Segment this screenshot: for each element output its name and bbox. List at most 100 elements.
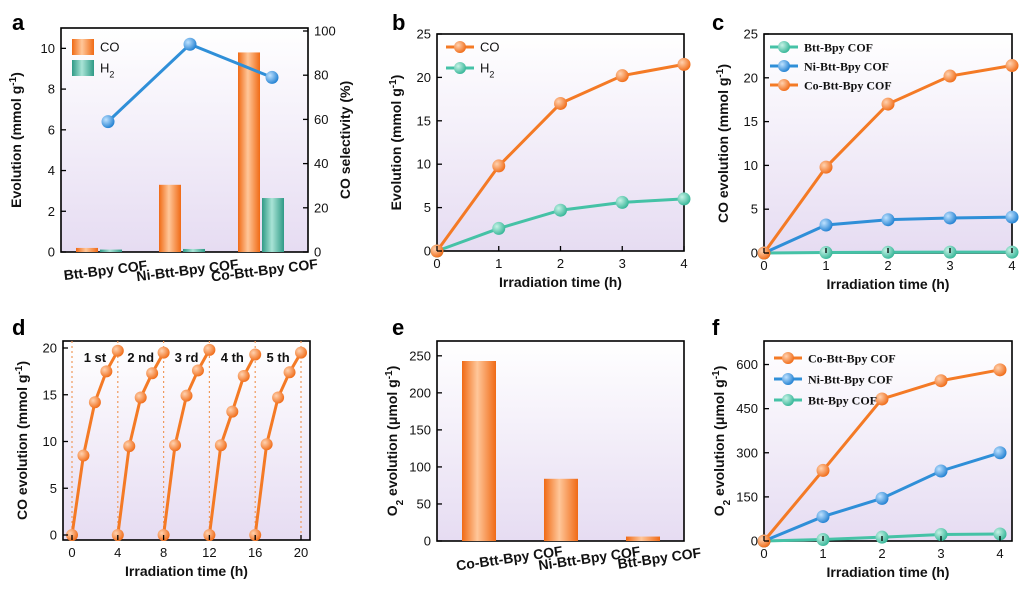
legend-co: CO [480, 40, 500, 55]
panel-a-y2-ytick-label: 20 [314, 200, 328, 215]
cycle-point [100, 365, 113, 378]
panel-c-xtick-label: 1 [822, 258, 829, 273]
cycle-point [88, 396, 101, 409]
panel-c-ylabel-main: CO evolution (mmol g [715, 78, 731, 223]
panel-f-ytick-label: 450 [736, 401, 758, 416]
panel-e-ylabel-sup: -1 [384, 370, 395, 379]
cycle-point [180, 389, 193, 402]
panel-d-background [63, 341, 310, 540]
bar-o2 [626, 536, 660, 541]
panel-d-xlabel: Irradiation time (h) [125, 563, 248, 579]
panel-label: d [12, 315, 25, 340]
cycle-point [203, 343, 216, 356]
panel-b-ylabel-tail: ) [388, 75, 404, 80]
panel-b-ylabel-main: Evolution (mmol g [388, 88, 404, 210]
legend-co-text: CO [100, 40, 120, 55]
legend-h2-text: H [100, 61, 109, 76]
panel-d-ytick-label: 10 [43, 434, 57, 449]
series-point [881, 213, 895, 227]
series-point [993, 446, 1007, 460]
panel-a-ylabel-sup: -1 [8, 76, 19, 85]
panel-b-ylabel: Evolution (mmol g-1) [388, 75, 405, 211]
legend-entry-text: Ni-Btt-Bpy COF [808, 373, 893, 387]
legend-h2: H2 [480, 61, 494, 80]
cycle-label: 2 nd [127, 350, 154, 365]
cycle-label: 5 th [267, 350, 290, 365]
panel-f-xtick-label: 2 [878, 546, 885, 561]
series-point [881, 97, 895, 111]
panel-d-xtick-label: 16 [248, 545, 262, 560]
legend-h2-sub: 2 [109, 70, 114, 80]
cycle-point [260, 438, 273, 451]
cycle-point [283, 366, 296, 379]
legend-swatch [72, 39, 94, 55]
cycle-point [214, 439, 227, 452]
panel-e-ylabel-sub: 2 [395, 499, 406, 505]
panel-a-y2-ytick-label: 60 [314, 112, 328, 127]
series-point [934, 464, 948, 478]
panel-d-ylabel-tail: ) [14, 361, 30, 366]
cycle-point [226, 405, 239, 418]
legend-h2-sub: 2 [489, 70, 494, 80]
panel-a-y2label: CO selectivity (%) [337, 81, 353, 199]
series-point [1005, 210, 1019, 224]
panel-e-ytick-label: 200 [409, 385, 431, 400]
panel-f-ylabel: O2 evolution (μmol g-1) [711, 366, 733, 517]
series-point [819, 160, 833, 174]
panel-a-ytick-label: 6 [48, 122, 55, 137]
series-point [943, 69, 957, 83]
panel-d-ytick-label: 20 [43, 341, 57, 356]
selectivity-point [101, 115, 115, 129]
panel-a-ylabel-main: Evolution (mmol g [8, 86, 24, 208]
panel-c-xtick-label: 2 [884, 258, 891, 273]
legend-entry-text: Btt-Bpy COF [804, 41, 873, 55]
series-point [993, 363, 1007, 377]
panel-f-ylabel-tail: ) [711, 366, 727, 371]
cycle-point [295, 346, 307, 359]
panel-a-ytick-label: 10 [41, 41, 55, 56]
panel-c-ytick-label: 20 [744, 70, 758, 85]
series-point [1005, 59, 1019, 73]
panel-d-ylabel-main: CO evolution (mmol g [14, 375, 30, 520]
panel-a-y2-ytick-label: 0 [314, 245, 321, 260]
legend-marker [454, 41, 466, 53]
series-point [554, 203, 567, 217]
panel-f-ytick-label: 600 [736, 357, 758, 372]
panel-d-ytick-label: 15 [43, 387, 57, 402]
legend-marker [778, 79, 790, 91]
cycle-point [111, 344, 124, 357]
panel-d-xtick-label: 4 [114, 545, 121, 560]
series-point [943, 211, 957, 225]
panel-b-ytick-label: 5 [424, 200, 431, 215]
panel-c-ytick-label: 15 [744, 114, 758, 129]
panel-f-ytick-label: 150 [736, 489, 758, 504]
series-point [819, 218, 833, 232]
cycle-point [272, 391, 285, 404]
panel-c-xtick-label: 4 [1008, 258, 1015, 273]
panel-f-ylabel-pre: O [711, 505, 727, 516]
panel-e-ytick-label: 100 [409, 459, 431, 474]
series-point [934, 374, 948, 388]
legend-marker [454, 62, 466, 74]
panel-a-y2-ytick-label: 100 [314, 24, 336, 39]
series-point [934, 528, 948, 542]
series-point [875, 392, 889, 406]
cycle-point [146, 367, 159, 380]
panel-b-xlabel: Irradiation time (h) [499, 274, 622, 290]
series-point [615, 195, 629, 209]
panel-b-ylabel-sup: -1 [388, 79, 399, 88]
panel-d: 1 st 2 nd 3 rd 4 th 5 th 0 5 10 15 20 0 4 8 12 16 20 CO … [12, 315, 311, 579]
panel-c: 0 5 10 15 20 25 0 1 2 3 4 CO evolution (mmol g-1) Ir… [712, 10, 1019, 292]
panel-c-ytick-label: 25 [744, 27, 758, 42]
panel-d-ylabel-sup: -1 [14, 365, 25, 374]
panel-d-frame [62, 340, 311, 541]
series-point [993, 527, 1007, 541]
legend-entry: Btt-Bpy COF [808, 394, 877, 408]
panel-a-ytick-label: 8 [48, 82, 55, 97]
panel-f-ylabel-sub: 2 [722, 499, 733, 505]
panel-b: 0 5 10 15 20 25 0 1 2 3 4 Evolution (mmol g-1) Irrad… [388, 10, 691, 290]
